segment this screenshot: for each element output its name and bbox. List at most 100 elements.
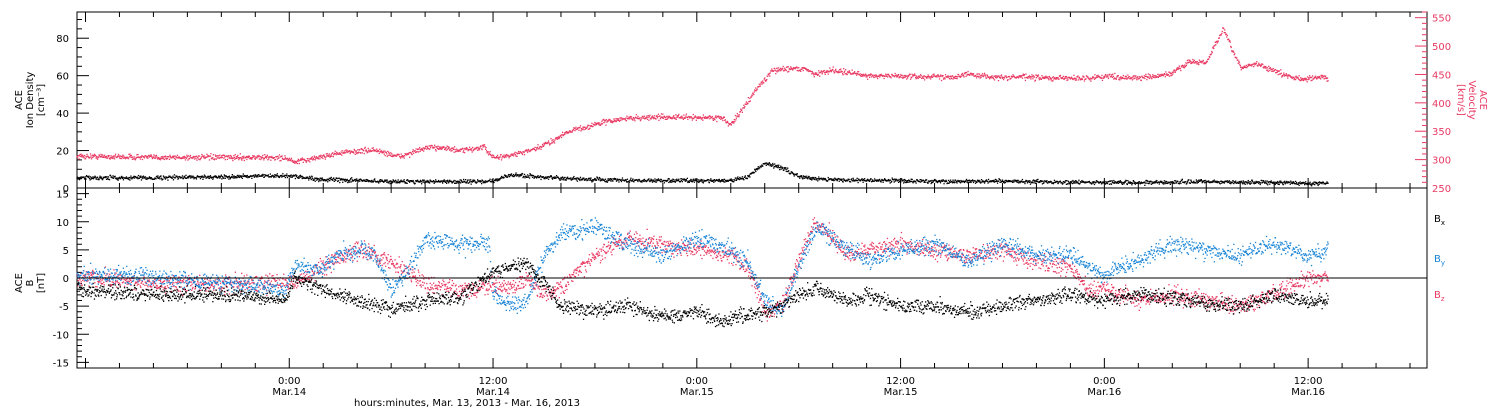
density-point — [815, 179, 817, 181]
density-point — [684, 180, 686, 182]
velocity-point — [1288, 75, 1290, 77]
velocity-point — [447, 146, 449, 148]
velocity-point — [413, 152, 415, 154]
velocity-point — [830, 71, 832, 73]
density-point — [654, 181, 657, 183]
density-point — [387, 181, 389, 183]
velocity-point — [829, 70, 831, 72]
density-point — [410, 180, 412, 182]
density-point — [936, 181, 938, 183]
density-point — [391, 180, 393, 183]
velocity-point — [572, 128, 575, 131]
velocity-point — [454, 148, 456, 151]
density-point — [529, 173, 531, 175]
velocity-point — [403, 157, 405, 159]
density-point — [1188, 179, 1190, 181]
velocity-point — [551, 140, 553, 142]
velocity-point — [346, 151, 348, 154]
density-point — [700, 180, 702, 182]
density-point — [442, 180, 444, 182]
density-point — [514, 174, 516, 177]
density-point — [1053, 179, 1056, 181]
density-point — [1070, 182, 1073, 184]
velocity-point — [630, 116, 633, 118]
velocity-point — [950, 76, 952, 78]
velocity-point — [140, 156, 143, 158]
velocity-point — [1090, 80, 1092, 82]
velocity-point — [1079, 78, 1081, 80]
velocity-point — [305, 161, 307, 163]
velocity-point — [714, 119, 716, 121]
velocity-point — [1168, 75, 1170, 77]
velocity-point — [676, 115, 678, 117]
density-point — [754, 169, 756, 171]
density-point — [737, 176, 739, 178]
velocity-point — [1190, 62, 1192, 65]
density-point — [686, 177, 688, 179]
density-point — [977, 180, 979, 182]
density-point — [1280, 180, 1282, 182]
velocity-point — [540, 148, 542, 150]
density-point — [735, 179, 737, 181]
density-point — [157, 175, 159, 177]
velocity-point — [197, 155, 200, 157]
density-point — [741, 177, 743, 180]
velocity-point — [1290, 76, 1292, 78]
density-point — [240, 175, 242, 178]
density-point — [343, 178, 345, 181]
density-point — [299, 174, 301, 176]
density-point — [503, 176, 505, 179]
density-point — [136, 176, 139, 178]
density-point — [708, 182, 710, 184]
velocity-point — [271, 155, 273, 158]
density-point — [593, 178, 596, 180]
density-point — [991, 180, 993, 182]
density-point — [975, 180, 977, 183]
velocity-point — [703, 116, 705, 118]
density-point — [663, 180, 665, 182]
velocity-point — [647, 115, 650, 117]
density-point — [1283, 182, 1285, 184]
velocity-point — [1270, 68, 1272, 70]
velocity-point — [690, 116, 692, 118]
density-point — [248, 175, 250, 178]
velocity-point — [239, 157, 241, 159]
velocity-point — [350, 151, 352, 153]
velocity-point — [811, 71, 813, 73]
density-point — [1076, 182, 1078, 184]
velocity-point — [827, 71, 829, 73]
velocity-point — [1241, 66, 1243, 69]
velocity-point — [371, 147, 373, 149]
density-point — [1088, 180, 1091, 183]
density-point — [970, 181, 972, 184]
velocity-point — [543, 142, 545, 144]
density-point — [1221, 182, 1223, 184]
velocity-point — [812, 72, 814, 75]
velocity-point — [239, 153, 241, 155]
velocity-point — [338, 153, 340, 155]
velocity-point — [1326, 80, 1328, 82]
density-point — [620, 179, 622, 181]
velocity-point — [1093, 78, 1096, 80]
density-point — [1013, 181, 1015, 183]
velocity-point — [905, 75, 907, 77]
velocity-point — [646, 118, 649, 120]
velocity-point — [1182, 64, 1184, 67]
velocity-point — [1095, 76, 1098, 78]
velocity-point — [613, 118, 615, 120]
velocity-point — [230, 157, 232, 160]
density-point — [212, 178, 214, 180]
velocity-point — [902, 76, 904, 78]
density-point — [1275, 182, 1277, 184]
density-point — [852, 177, 854, 179]
density-point — [1091, 183, 1093, 185]
density-point — [1116, 182, 1118, 184]
velocity-point — [1268, 65, 1270, 67]
density-point — [318, 180, 320, 183]
velocity-point — [472, 146, 474, 149]
density-point — [1200, 180, 1202, 182]
density-point — [718, 178, 720, 181]
velocity-point — [128, 156, 131, 158]
density-point — [1122, 181, 1124, 184]
density-point — [1223, 182, 1225, 184]
